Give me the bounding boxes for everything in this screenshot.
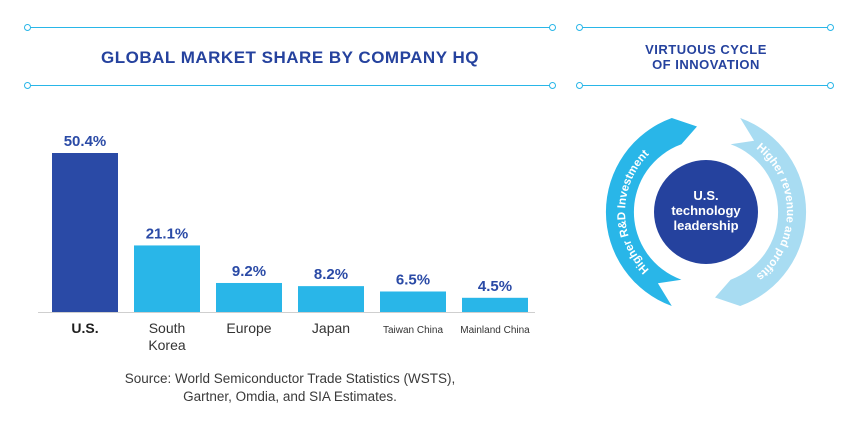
- center-label-line: technology: [671, 203, 741, 218]
- category-tick-label: Mainland China: [460, 325, 530, 336]
- data-label: 9.2%: [232, 263, 266, 280]
- bar: [380, 291, 446, 312]
- data-label: 21.1%: [146, 225, 189, 242]
- chart-bottom-rule: [24, 82, 556, 89]
- source-line-2: Gartner, Omdia, and SIA Estimates.: [183, 389, 397, 404]
- cycle-bottom-rule: [576, 82, 834, 89]
- bar: [134, 245, 200, 312]
- source-line-1: Source: World Semiconductor Trade Statis…: [124, 371, 456, 386]
- bar: [298, 286, 364, 312]
- cycle-top-rule: [576, 24, 834, 31]
- chart-top-rule: [24, 24, 556, 31]
- data-label: 50.4%: [64, 133, 107, 150]
- cycle-title-line-1: VIRTUOUS CYCLE: [645, 42, 767, 57]
- bar: [52, 153, 118, 312]
- bar: [462, 297, 528, 312]
- category-tick-label: Japan: [312, 320, 350, 336]
- innovation-cycle-diagram: Higher R&D Investment Higher revenue and …: [605, 118, 807, 306]
- center-circle: [654, 160, 758, 264]
- data-label: 8.2%: [314, 266, 348, 283]
- category-tick-label: South: [149, 320, 186, 336]
- source-note: Source: World Semiconductor Trade Statis…: [20, 370, 560, 406]
- category-tick-label: Korea: [148, 337, 186, 353]
- cycle-title: VIRTUOUS CYCLE OF INNOVATION: [580, 42, 832, 72]
- data-label: 4.5%: [478, 278, 512, 295]
- category-tick-label: Taiwan China: [383, 325, 443, 336]
- left-cycle-arrow: [605, 118, 697, 306]
- chart-title: GLOBAL MARKET SHARE BY COMPANY HQ: [101, 48, 479, 67]
- data-label: 6.5%: [396, 271, 430, 288]
- right-cycle-arrow: [715, 118, 807, 306]
- cycle-title-line-2: OF INNOVATION: [652, 57, 760, 72]
- center-label-line: leadership: [673, 218, 738, 233]
- center-label-line: U.S.: [693, 188, 718, 203]
- category-tick-label: U.S.: [71, 320, 98, 336]
- bar: [216, 282, 282, 312]
- category-tick-label: Europe: [226, 320, 271, 336]
